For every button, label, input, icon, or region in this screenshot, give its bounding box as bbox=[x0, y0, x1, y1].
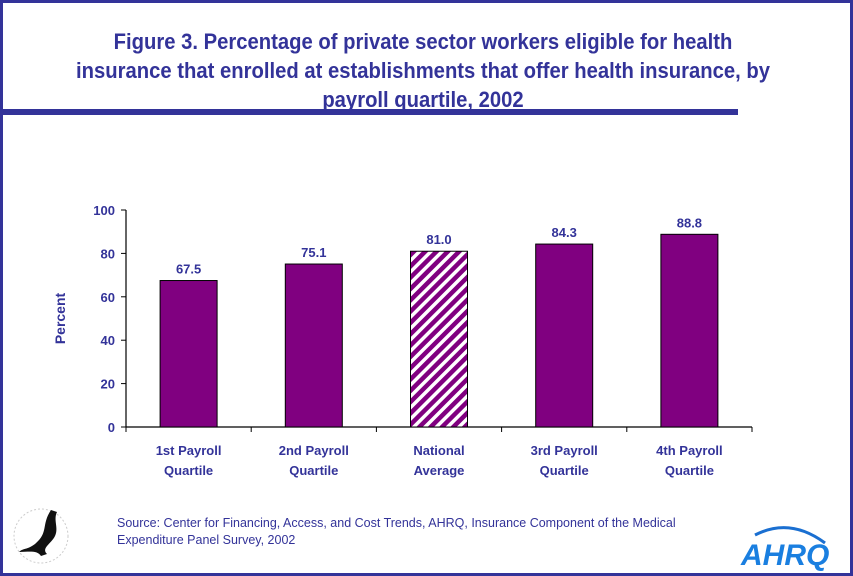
data-label: 81.0 bbox=[426, 232, 451, 247]
source-line-1: Source: Center for Financing, Access, an… bbox=[117, 516, 676, 530]
data-label: 88.8 bbox=[677, 215, 702, 230]
y-tick-label: 20 bbox=[101, 377, 115, 392]
y-tick-label: 60 bbox=[101, 290, 115, 305]
hhs-logo bbox=[11, 500, 71, 573]
chart-title: Figure 3. Percentage of private sector w… bbox=[76, 29, 770, 112]
bar bbox=[159, 280, 218, 428]
data-label: 67.5 bbox=[176, 262, 201, 277]
bar-chart: 0 20 40 60 80 100 Percent 67.5 1st Payroll Quarti… bbox=[52, 203, 753, 478]
bar bbox=[410, 250, 468, 428]
bar bbox=[535, 243, 594, 428]
bar bbox=[660, 233, 719, 428]
y-tick-label: 0 bbox=[108, 420, 115, 435]
category-label: 3rd Payroll bbox=[531, 443, 598, 458]
source-line-2: Expenditure Panel Survey, 2002 bbox=[117, 533, 296, 547]
svg-text:AHRQ: AHRQ bbox=[740, 539, 829, 571]
category-label: Quartile bbox=[665, 463, 714, 478]
category-label: Quartile bbox=[540, 463, 589, 478]
category-label: 4th Payroll bbox=[656, 443, 722, 458]
y-tick-label: 80 bbox=[101, 246, 115, 261]
title-divider bbox=[3, 109, 738, 115]
category-label: Quartile bbox=[289, 463, 338, 478]
y-tick-label: 100 bbox=[93, 203, 115, 218]
y-tick-label: 40 bbox=[101, 333, 115, 348]
category-label: Quartile bbox=[164, 463, 213, 478]
y-axis-label: Percent bbox=[52, 292, 68, 344]
source-note: Source: Center for Financing, Access, an… bbox=[117, 515, 676, 549]
category-label: Average bbox=[414, 463, 465, 478]
category-label: 2nd Payroll bbox=[279, 443, 349, 458]
ahrq-logo: AHRQ bbox=[735, 523, 845, 573]
category-label: 1st Payroll bbox=[156, 443, 222, 458]
category-label: National bbox=[413, 443, 464, 458]
bar bbox=[284, 263, 343, 428]
data-label: 75.1 bbox=[301, 245, 326, 260]
data-label: 84.3 bbox=[552, 225, 577, 240]
